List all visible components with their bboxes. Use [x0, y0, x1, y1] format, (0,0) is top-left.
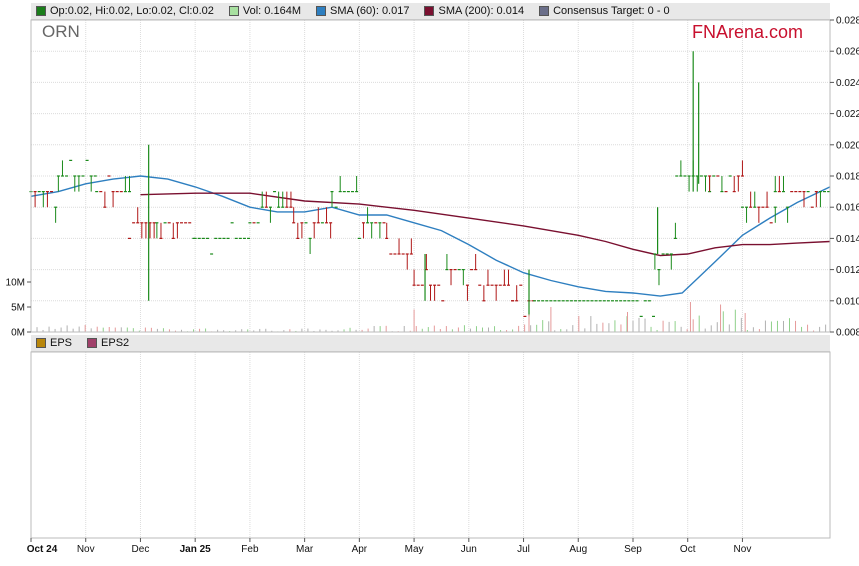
price-tick-label: 0.026 [836, 47, 859, 58]
price-tick-label: 0.012 [836, 265, 859, 276]
month-label: Oct 24 [27, 544, 58, 555]
price-tick-label: 0.018 [836, 172, 859, 183]
legend-top-swatch [424, 6, 435, 16]
legend-top-item: Consensus Target: 0 - 0 [539, 5, 670, 17]
legend-top-item: Op:0.02, Hi:0.02, Lo:0.02, Cl:0.02 [36, 5, 214, 17]
legend-bottom: EPS EPS2 [31, 335, 830, 352]
volume-tick-label: 10M [6, 278, 25, 289]
sma-line [30, 175, 831, 297]
sma-line [140, 192, 831, 257]
price-tick-label: 0.028 [836, 16, 859, 27]
legend-top-swatch [228, 6, 239, 16]
legend-bottom-swatch [36, 338, 46, 348]
month-label: Jul [517, 544, 530, 555]
month-label: Sep [624, 544, 642, 555]
month-label: Dec [132, 544, 150, 555]
legend-top-item: Vol: 0.164M [228, 5, 301, 17]
ticker-label: ORN [42, 22, 80, 41]
month-label: Mar [296, 544, 314, 555]
price-tick-label: 0.014 [836, 234, 859, 245]
price-tick-label: 0.016 [836, 203, 859, 214]
legend-bottom-item: EPS2 [87, 337, 129, 349]
price-tick-label: 0.020 [836, 140, 859, 151]
price-tick-label: 0.022 [836, 109, 859, 120]
sma-lines [30, 175, 831, 297]
legend-bottom-swatch [87, 338, 98, 348]
legend-top: Op:0.02, Hi:0.02, Lo:0.02, Cl:0.02 Vol: 0… [31, 3, 830, 20]
price-tick-label: 0.008 [836, 328, 859, 339]
legend-top-swatch [539, 6, 550, 16]
volume-tick-label: 5M [11, 303, 25, 314]
brand-logo: FNArena.com [692, 22, 804, 42]
legend-top-item: SMA (60): 0.017 [315, 5, 410, 17]
legend-bottom-label: EPS2 [101, 337, 130, 349]
axis-labels: 0.008 0.010 0.012 0.014 0.016 0.018 0.020 0.022… [6, 16, 859, 556]
chart-axes [27, 19, 834, 542]
legend-top-label: Vol: 0.164M [242, 5, 301, 17]
month-label: May [405, 544, 424, 555]
month-label: Oct [680, 544, 696, 555]
legend-top-swatch [36, 6, 46, 16]
month-label: Jan 25 [180, 544, 212, 555]
legend-top-label: SMA (200): 0.014 [438, 5, 525, 17]
legend-top-swatch [315, 6, 326, 16]
price-bars [29, 51, 831, 317]
legend-top-label: Op:0.02, Hi:0.02, Lo:0.02, Cl:0.02 [50, 5, 214, 17]
legend-bottom-label: EPS [50, 337, 73, 349]
legend-top-label: SMA (60): 0.017 [329, 5, 410, 17]
month-label: Aug [569, 544, 587, 555]
lower-panel-frame [30, 351, 831, 539]
month-label: Feb [241, 544, 259, 555]
price-tick-label: 0.010 [836, 296, 859, 307]
legend-top-label: Consensus Target: 0 - 0 [553, 5, 670, 17]
month-label: Nov [77, 544, 95, 555]
price-tick-label: 0.024 [836, 78, 859, 89]
month-label: Apr [352, 544, 368, 555]
legend-top-item: SMA (200): 0.014 [424, 5, 524, 17]
legend-bottom-item: EPS [36, 337, 72, 349]
month-label: Nov [734, 544, 752, 555]
month-label: Jun [461, 544, 477, 555]
volume-tick-label: 0M [11, 328, 25, 339]
